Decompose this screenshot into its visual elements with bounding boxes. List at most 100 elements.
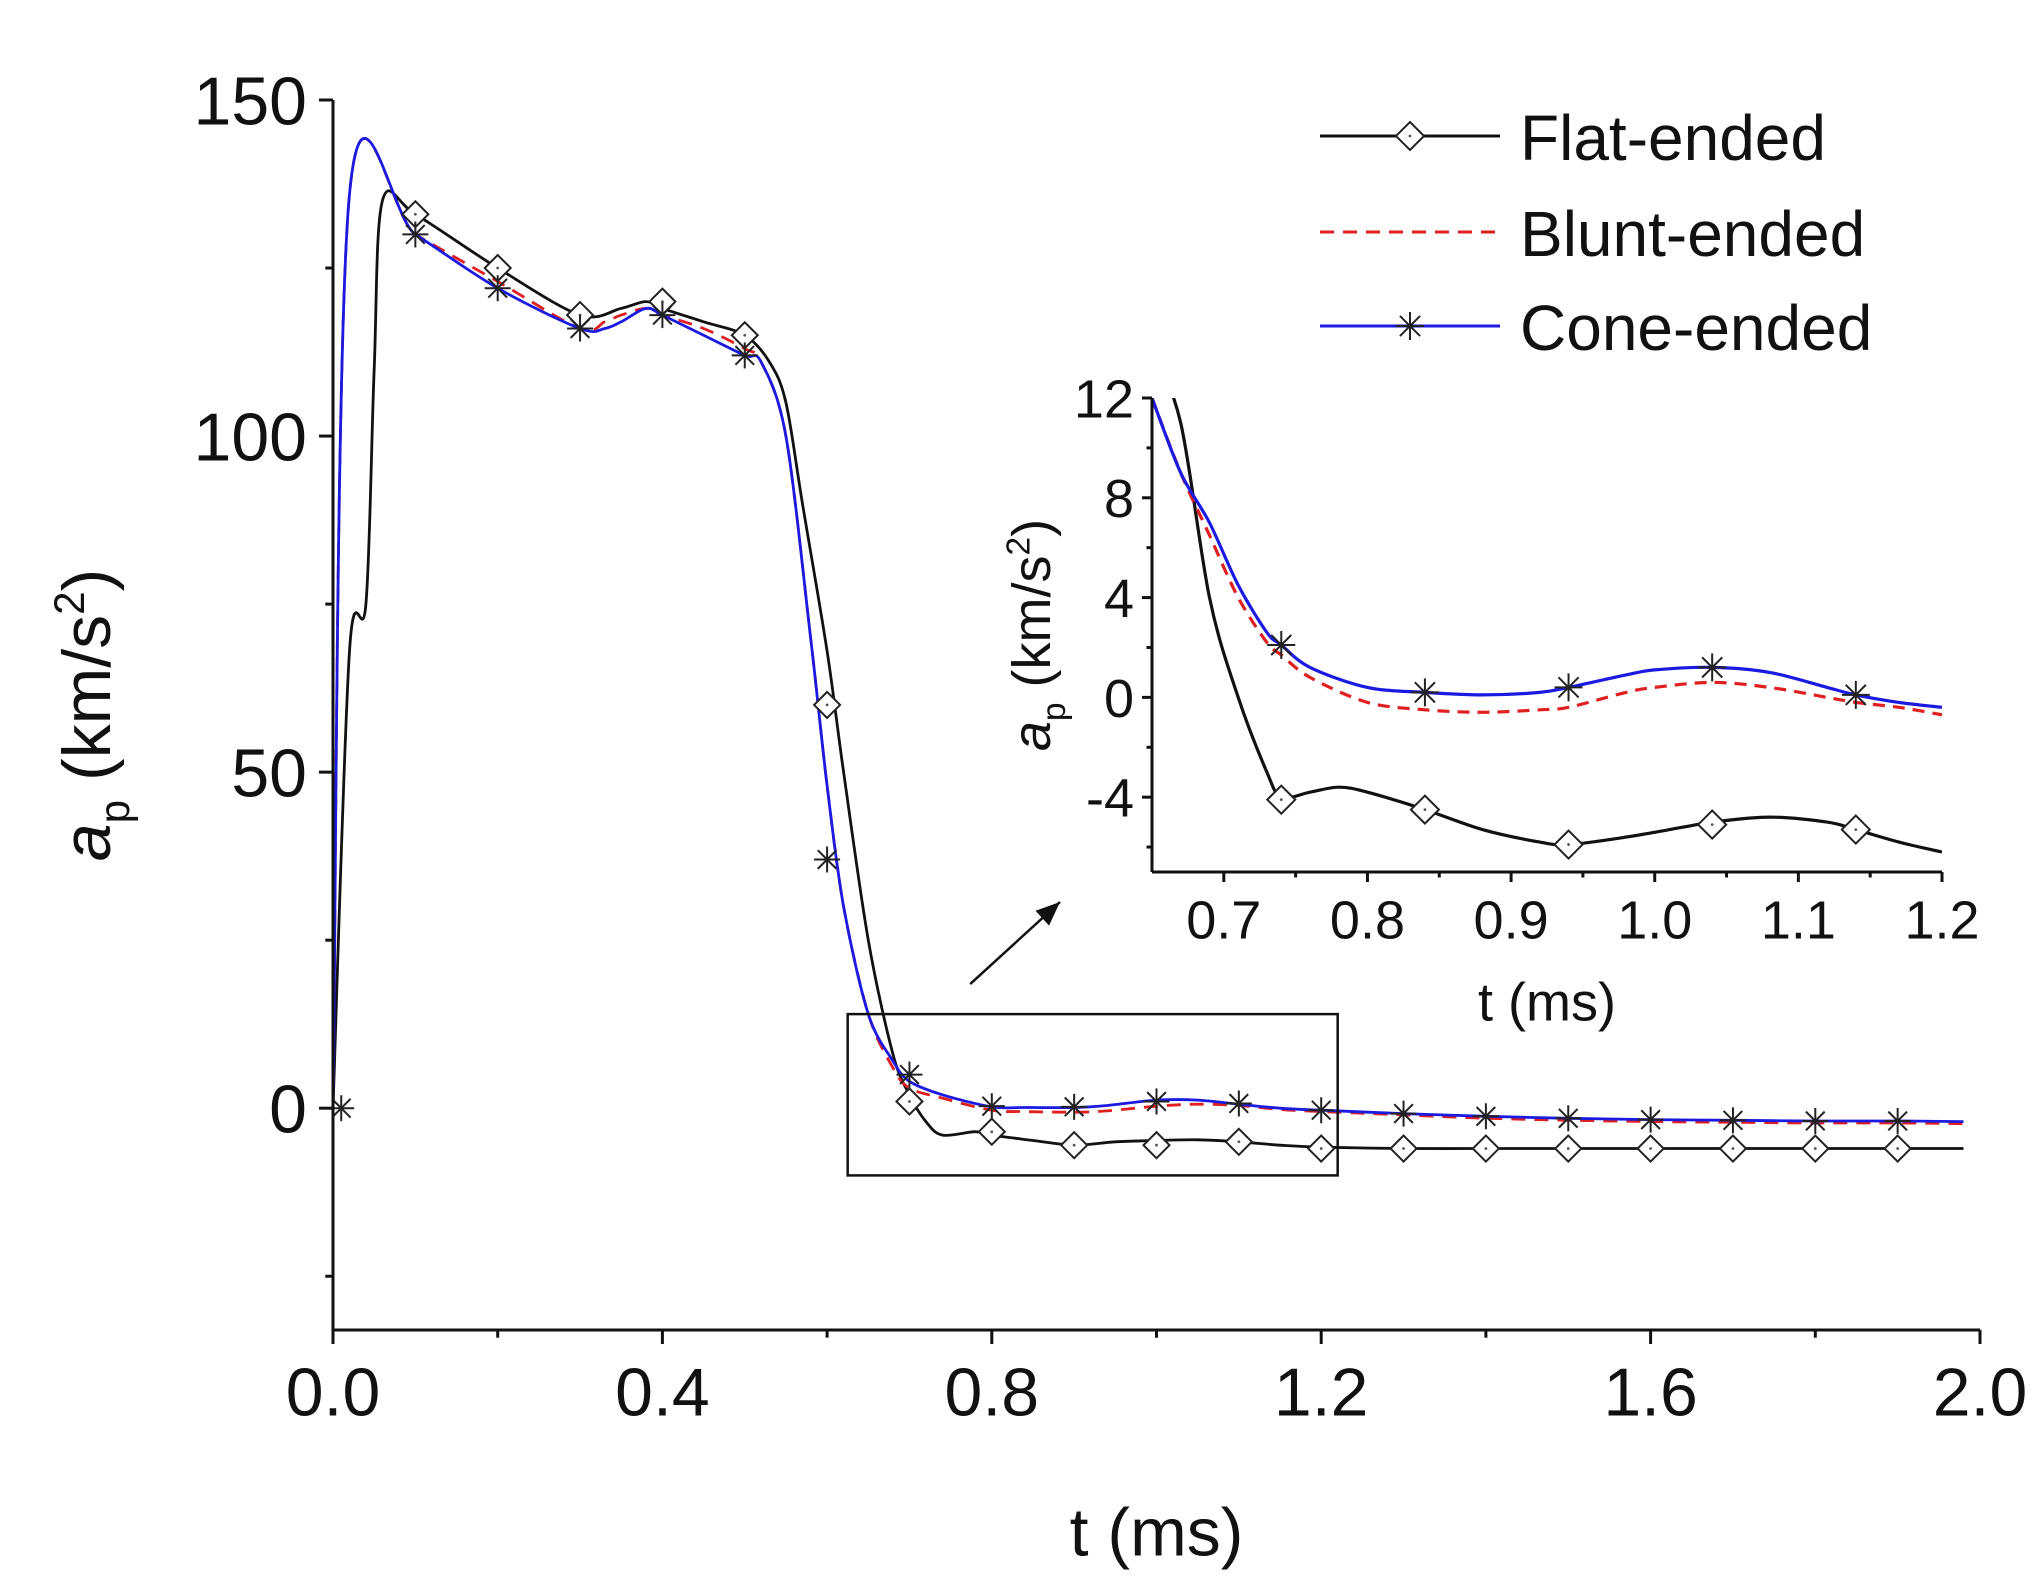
star-marker [731, 342, 758, 369]
diamond-marker-dot [1854, 828, 1858, 831]
star-marker-stroke [734, 345, 755, 366]
star-marker [896, 1061, 923, 1088]
diamond-marker-dot [990, 1130, 994, 1134]
star-marker [814, 846, 841, 873]
diamond-marker-dot [1567, 843, 1570, 846]
series-group [1152, 398, 1942, 860]
diamond-marker-dot [908, 1100, 911, 1103]
series-line-flat-ended [333, 189, 1964, 1150]
x-tick-label: 0.7 [1186, 891, 1261, 951]
x-tick-label: 0.8 [945, 1354, 1040, 1430]
star-marker [649, 302, 676, 329]
y-tick-label: 0 [269, 1072, 307, 1148]
x-tick-label: 1.2 [1904, 891, 1979, 951]
star-marker [1802, 1107, 1829, 1134]
x-tick-label: 0.9 [1474, 891, 1549, 951]
y-axis-title: ap (km/s2) [46, 569, 138, 861]
star-marker [1698, 653, 1727, 682]
diamond-marker-dot [1279, 798, 1283, 802]
x-tick-label: 0.4 [615, 1354, 710, 1430]
legend-label: Cone-ended [1520, 292, 1872, 364]
diamond-marker-dot [1408, 134, 1412, 138]
y-tick-label: 50 [231, 736, 307, 812]
diamond-marker-dot [1319, 1147, 1323, 1150]
star-marker [402, 221, 429, 248]
diamond-marker-dot [1649, 1147, 1652, 1150]
x-axis-title: t (ms) [1070, 1494, 1244, 1570]
diamond-marker-dot [1237, 1140, 1241, 1144]
x-tick-label: 2.0 [1933, 1354, 2028, 1430]
zoom-region [846, 901, 1339, 1177]
star-marker-stroke [1557, 676, 1580, 699]
y-axis-title: ap (km/s2) [1000, 519, 1073, 751]
diamond-marker-dot [1402, 1147, 1405, 1150]
diamond-marker-dot [1731, 1147, 1735, 1150]
legend-item-cone-ended: Cone-ended [1320, 292, 1872, 364]
star-marker-stroke [652, 305, 673, 326]
y-tick-label: -4 [1086, 769, 1134, 829]
star-marker-stroke [1064, 1096, 1085, 1117]
series-line-cone-ended [1152, 398, 1942, 709]
y-title-symbol: a [1002, 721, 1062, 751]
series-line-blunt-ended [1152, 398, 1942, 717]
star-marker [1390, 1100, 1417, 1127]
y-title-subscript: p [1036, 702, 1073, 721]
star-marker-stroke [405, 224, 426, 245]
star-marker-stroke [1701, 656, 1723, 679]
legend-item-flat-ended: Flat-ended [1320, 102, 1826, 174]
diamond-marker-dot [1072, 1143, 1076, 1147]
star-marker-stroke [1393, 1103, 1414, 1124]
legend-item-blunt-ended: Blunt-ended [1320, 198, 1865, 270]
star-marker [1472, 1103, 1499, 1130]
y-title-superscript: 2 [46, 591, 93, 614]
y-title-symbol: a [49, 823, 125, 861]
star-marker [1061, 1093, 1088, 1120]
y-tick-label: 100 [194, 400, 307, 476]
star-marker [1143, 1088, 1170, 1115]
y-tick-label: 150 [194, 63, 307, 139]
x-tick-label: 1.2 [1274, 1354, 1369, 1430]
star-marker [1841, 680, 1870, 709]
star-marker-stroke [487, 278, 508, 299]
diamond-marker-dot [1155, 1143, 1158, 1147]
y-tick-label: 8 [1104, 469, 1134, 529]
legend-label: Blunt-ended [1520, 198, 1865, 270]
x-axis-title: t (ms) [1478, 973, 1616, 1033]
y-tick-label: 4 [1104, 569, 1134, 629]
star-marker-stroke [569, 318, 591, 339]
y-title-superscript: 2 [1000, 537, 1037, 556]
star-marker [1396, 312, 1424, 340]
zoom-rectangle [846, 1012, 1339, 1177]
y-title-unit: (km/s [49, 615, 125, 800]
series-group [333, 137, 1964, 1163]
y-tick-label: 12 [1074, 369, 1134, 429]
diamond-marker-dot [413, 212, 417, 216]
star-marker-stroke [1845, 684, 1867, 706]
diamond-marker-dot [1484, 1147, 1488, 1150]
star-marker-stroke [899, 1064, 920, 1085]
star-marker-stroke [333, 1098, 352, 1118]
star-marker-stroke [1887, 1110, 1908, 1132]
star-marker [1225, 1090, 1252, 1117]
y-title-unit: (km/s [1002, 555, 1062, 702]
star-marker [1637, 1106, 1664, 1133]
diamond-marker-dot [1710, 823, 1714, 826]
star-marker [1267, 630, 1296, 659]
star-marker [1410, 678, 1439, 707]
y-title-unit-close: ) [1002, 519, 1062, 537]
diamond-marker-dot [743, 333, 747, 337]
star-marker-stroke [1805, 1110, 1826, 1132]
star-marker [978, 1093, 1005, 1120]
x-tick-label: 1.1 [1761, 891, 1836, 951]
star-marker [1719, 1107, 1746, 1134]
series-line-blunt-ended [333, 137, 1964, 1126]
star-marker-stroke [1311, 1100, 1332, 1121]
y-title-unit-close: ) [49, 569, 125, 592]
diamond-marker-dot [1566, 1147, 1570, 1150]
star-marker [333, 1095, 355, 1122]
x-tick-label: 0.8 [1330, 891, 1405, 951]
star-marker-stroke [1399, 315, 1421, 337]
zoom-arrow-head [1035, 902, 1060, 926]
